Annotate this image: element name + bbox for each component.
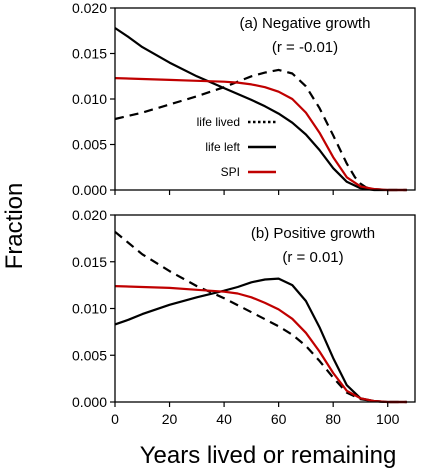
panel-a: (a) Negative growth (r = -0.01) 0.000 0.0… (72, 0, 416, 198)
y-axis-title: Fraction (1, 183, 28, 270)
x-tick-label: 100 (376, 411, 400, 427)
panel-b-subtitle: (r = 0.01) (282, 249, 343, 266)
y-tick-label: 0.000 (72, 182, 107, 198)
series-line-life-left (114, 27, 407, 192)
y-tick-label: 0.010 (72, 91, 107, 107)
panel-a-subtitle: (r = -0.01) (272, 39, 338, 56)
panel-a-title: (a) Negative growth (240, 15, 371, 32)
series-line-life-left (114, 277, 407, 404)
legend-label: life left (205, 140, 240, 154)
series-line-life-lived (114, 230, 407, 404)
y-tick-label: 0.015 (72, 46, 107, 62)
y-tick-label: 0.010 (72, 301, 107, 317)
series-line-spi (114, 77, 407, 192)
panel-b: (b) Positive growth (r = 0.01) 0.000 0.00… (72, 207, 416, 427)
legend: life lived life left SPI (197, 115, 276, 179)
panel-b-title: (b) Positive growth (251, 225, 375, 242)
y-tick-label: 0.005 (72, 137, 107, 153)
x-tick-label: 60 (271, 411, 287, 427)
x-tick-label: 20 (162, 411, 178, 427)
legend-label: life lived (197, 115, 240, 129)
plot-frame (114, 7, 416, 191)
x-tick-label: 40 (216, 411, 232, 427)
y-tick-label: 0.020 (72, 207, 107, 223)
x-tick-label: 80 (325, 411, 341, 427)
y-tick-label: 0.020 (72, 0, 107, 16)
series-line-spi (114, 285, 407, 404)
x-axis-title: Years lived or remaining (140, 442, 397, 469)
y-tick-label: 0.000 (72, 394, 107, 410)
legend-label: SPI (221, 165, 240, 179)
y-tick-label: 0.005 (72, 347, 107, 363)
x-tick-label: 0 (111, 411, 119, 427)
y-tick-label: 0.015 (72, 254, 107, 270)
